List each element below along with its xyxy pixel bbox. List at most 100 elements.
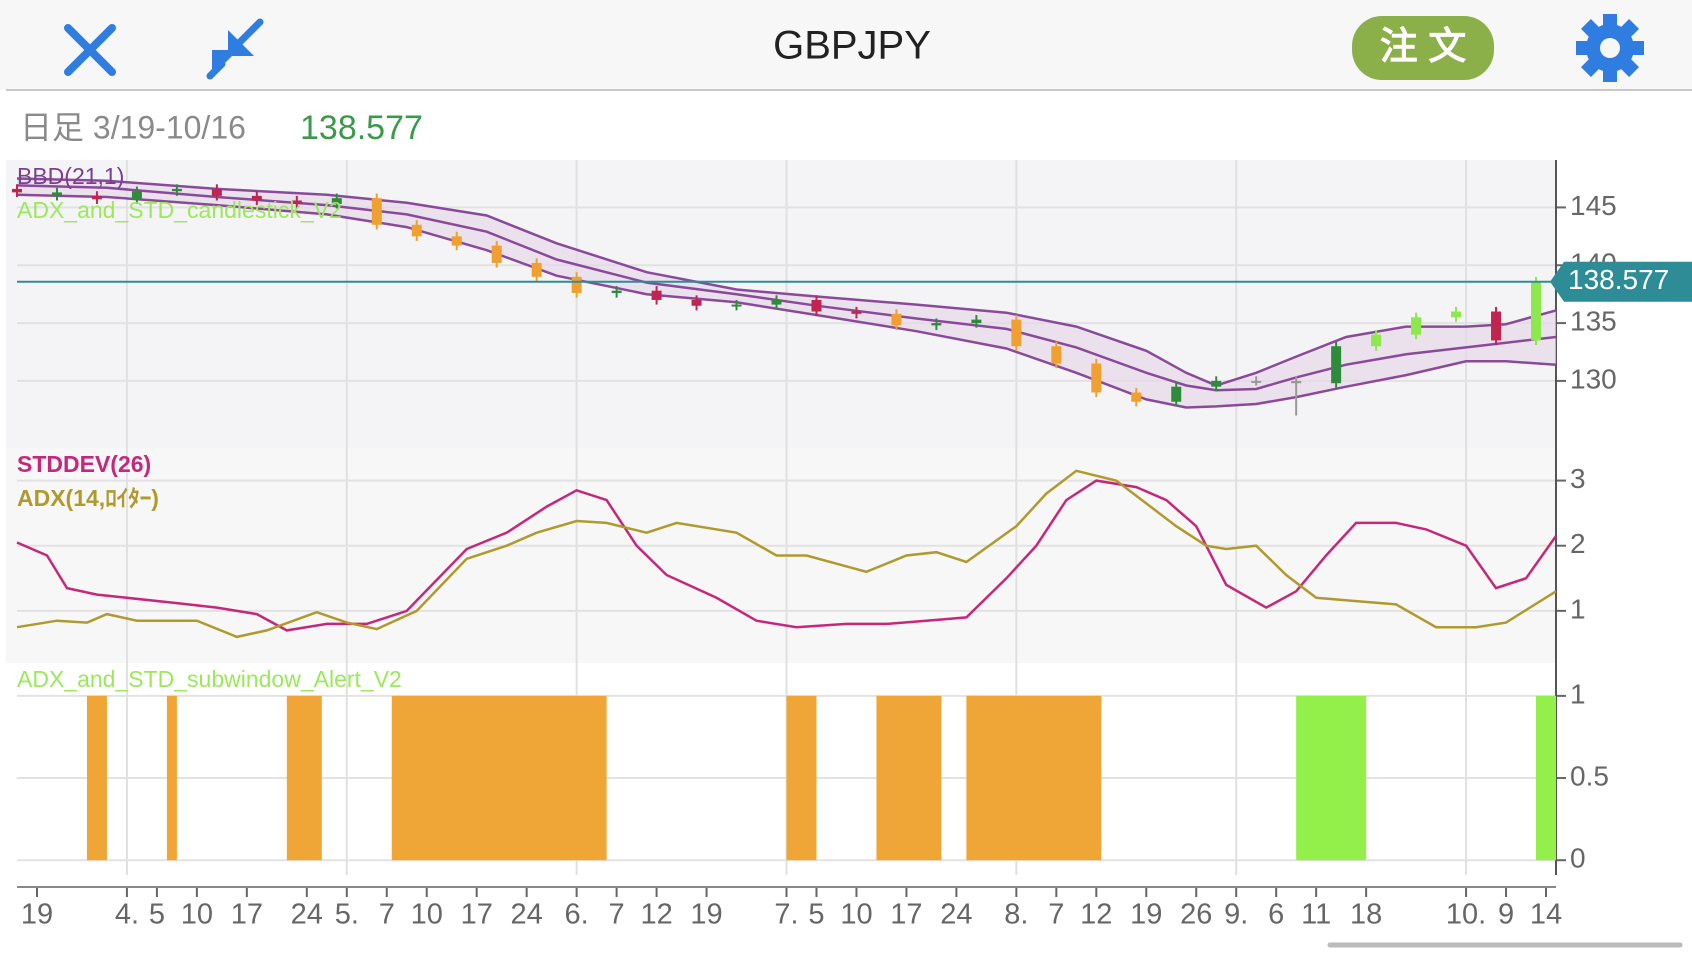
x-tick-label: 9. <box>1224 899 1248 931</box>
candle-body <box>611 290 622 294</box>
candle-body <box>731 304 742 307</box>
x-tick-label: 6 <box>1268 899 1284 931</box>
x-tick-label: 4. <box>115 899 139 931</box>
legend-label: ADX(14,ﾛｲﾀｰ) <box>17 485 159 511</box>
candle-body <box>1131 392 1142 402</box>
order-button[interactable]: 注 文 <box>1352 16 1494 80</box>
last-price-label: 138.577 <box>1568 264 1669 295</box>
candle-body <box>811 299 822 312</box>
close-button[interactable] <box>64 24 116 76</box>
x-tick-label: 19 <box>690 899 722 931</box>
candle-body <box>1251 380 1262 383</box>
candle-body <box>1051 346 1062 364</box>
candle-body <box>91 195 102 200</box>
candle-body <box>371 198 382 225</box>
candle-body <box>1491 311 1502 341</box>
indicator-label: ADX_and_STD_subwindow_Alert_V2 <box>17 666 402 692</box>
candle-body <box>12 188 22 193</box>
indicator-line <box>16 469 1557 639</box>
y-tick-label: 145 <box>1570 190 1617 221</box>
order-button-label[interactable]: 注 文 <box>1380 26 1467 68</box>
x-tick-label: 19 <box>1130 899 1162 931</box>
candle-body <box>891 313 902 326</box>
y-tick-label: 1 <box>1570 593 1586 624</box>
x-tick-label: 10 <box>181 899 213 931</box>
candle-body <box>771 299 782 305</box>
candle-body <box>1411 317 1422 335</box>
candle-body <box>1371 334 1382 347</box>
indicator-label: BBD(21,1) <box>17 163 124 189</box>
candle-body <box>531 262 542 277</box>
x-tick-label: 10. <box>1446 899 1486 931</box>
candle-body <box>211 188 222 196</box>
y-tick-label: 135 <box>1570 305 1617 336</box>
x-tick-label: 24 <box>291 899 323 931</box>
x-tick-label: 7 <box>379 899 395 931</box>
x-tick-label: 5. <box>335 899 359 931</box>
candle-body <box>251 195 262 201</box>
x-tick-label: 14 <box>1530 899 1562 931</box>
candle-body <box>51 192 62 196</box>
x-tick-label: 6. <box>565 899 589 931</box>
shrink-button[interactable] <box>206 18 264 80</box>
alert-bar <box>1536 695 1556 861</box>
symbol-title: GBPJPY <box>773 24 931 68</box>
x-tick-label: 11 <box>1301 899 1331 931</box>
x-tick-label: 7. <box>774 899 798 931</box>
candle-body <box>411 224 422 237</box>
x-tick-label: 10 <box>840 899 872 931</box>
candle-body <box>1451 311 1462 318</box>
candle-body <box>691 299 702 306</box>
indicator-label: ADX_and_STD_candlestick_V2 <box>17 197 342 223</box>
candle-body <box>1211 380 1222 387</box>
candle-body <box>971 319 982 324</box>
legend-label: STDDEV(26) <box>17 451 151 477</box>
alert-bar <box>786 695 817 861</box>
alert-bar <box>391 695 607 861</box>
candle-body <box>171 188 182 192</box>
candle-body <box>291 200 302 204</box>
x-tick-label: 17 <box>231 899 263 931</box>
x-tick-label: 10 <box>411 899 443 931</box>
x-tick-label: 12 <box>1080 899 1112 931</box>
period-label: 日足 3/19-10/16 <box>20 109 246 145</box>
indicator-line <box>16 479 1558 632</box>
candle-body <box>131 191 142 200</box>
candle-body <box>571 276 582 294</box>
x-tick-label: 17 <box>890 899 922 931</box>
x-tick-label: 24 <box>511 899 543 931</box>
alert-bar <box>966 695 1102 861</box>
candle-body <box>1171 386 1182 402</box>
last-price-tag <box>1550 261 1692 302</box>
x-tick-label: 7 <box>1048 899 1064 931</box>
candle-body <box>1531 281 1542 341</box>
x-tick-label: 5 <box>149 899 165 931</box>
y-tick-label: 0.5 <box>1570 760 1609 791</box>
y-tick-label: 1 <box>1570 678 1586 709</box>
x-tick-label: 8. <box>1004 899 1028 931</box>
y-tick-label: 2 <box>1570 528 1586 559</box>
settings-button[interactable] <box>1561 0 1659 97</box>
alert-bar <box>1296 695 1367 861</box>
x-tick-label: 7 <box>609 899 625 931</box>
y-tick-label: 0 <box>1570 843 1586 874</box>
x-tick-label: 17 <box>461 899 493 931</box>
candle-body <box>651 290 662 300</box>
y-tick-label: 130 <box>1570 363 1617 394</box>
candle-body <box>491 245 502 263</box>
x-tick-label: 18 <box>1350 899 1382 931</box>
x-tick-label: 24 <box>940 899 972 931</box>
candle-body <box>331 198 342 204</box>
x-tick-label: 9 <box>1498 899 1514 931</box>
x-tick-label: 19 <box>21 899 53 931</box>
alert-bar <box>86 695 107 861</box>
candle-body <box>1291 380 1302 384</box>
candle-body <box>1011 319 1022 347</box>
x-tick-label: 26 <box>1180 899 1212 931</box>
current-price: 138.577 <box>300 109 423 147</box>
candle-body <box>931 323 942 326</box>
y-tick-label: 3 <box>1570 463 1586 494</box>
alert-bar <box>876 695 942 861</box>
alert-bar <box>166 695 177 861</box>
